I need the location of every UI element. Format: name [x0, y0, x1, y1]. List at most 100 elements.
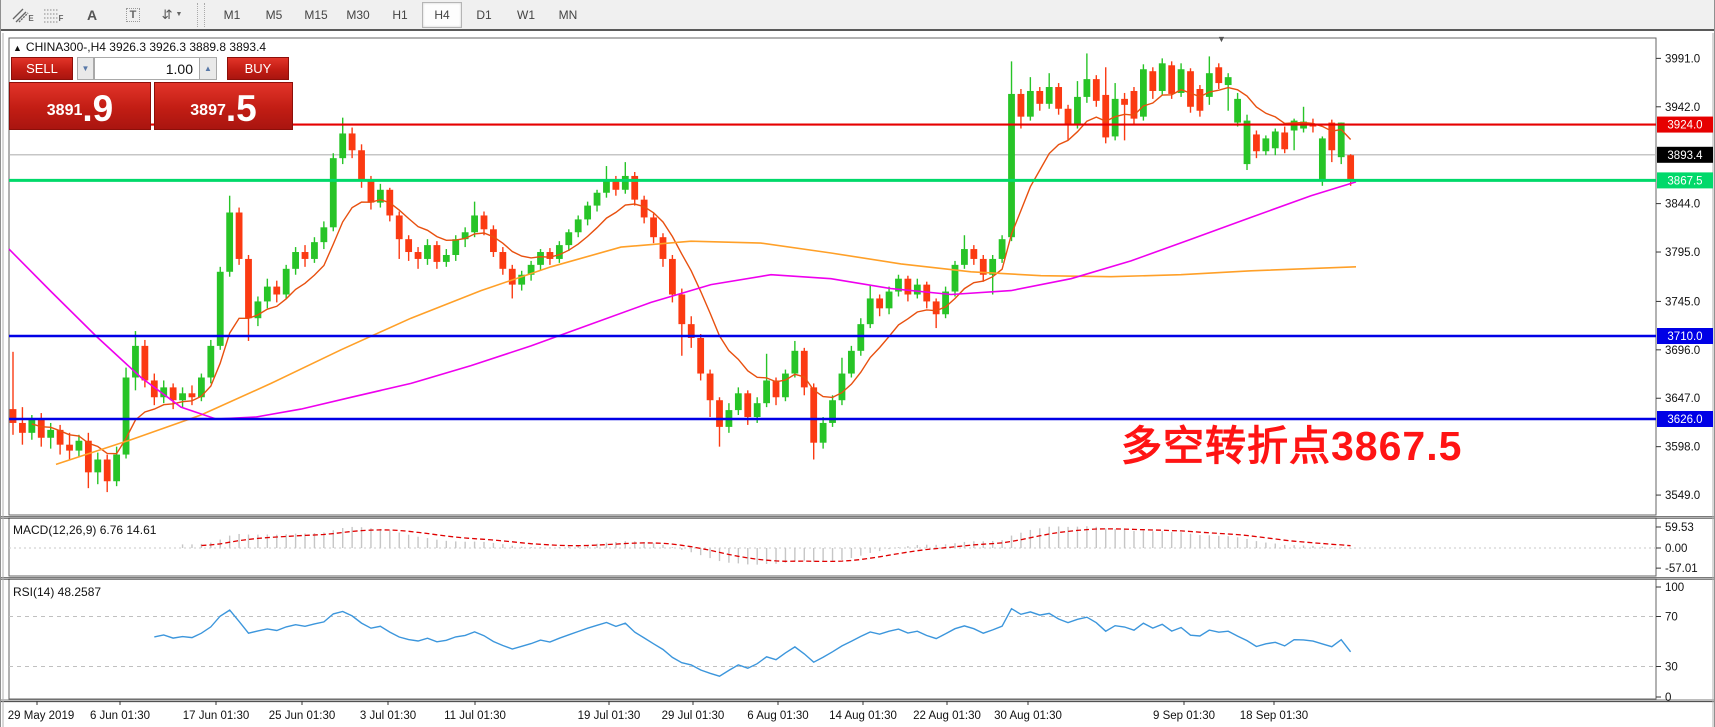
date-label: 17 Jun 01:30: [183, 710, 250, 722]
ma-fast-line: [31, 86, 1352, 455]
date-label: 29 Jul 01:30: [662, 710, 725, 722]
tab-m1[interactable]: M1: [223, 7, 241, 22]
candle-body: [395, 215, 403, 240]
candle-body: [1036, 90, 1044, 104]
candle-body: [480, 215, 488, 230]
lot-decrease-button[interactable]: ▼: [77, 57, 94, 80]
label-tool-glyph: T: [125, 7, 141, 22]
candle-body: [263, 286, 271, 302]
candle-body: [932, 301, 940, 315]
candle-body: [574, 219, 582, 233]
candle-body: [1140, 69, 1147, 117]
buy-button[interactable]: BUY: [227, 57, 289, 80]
candle-body: [254, 301, 262, 319]
candle-body: [942, 291, 949, 315]
panel-plot[interactable]: [8, 578, 1657, 700]
candle-body: [1158, 63, 1166, 91]
arrows-glyph: ⇵: [161, 6, 173, 22]
buy-price-panel[interactable]: 3897.5: [154, 82, 293, 130]
price-label-box: [1657, 116, 1713, 133]
candle-body: [160, 387, 168, 398]
date-label: 3 Jul 01:30: [360, 710, 416, 722]
candle-body: [282, 268, 290, 295]
ma-slow-line: [8, 181, 1357, 420]
tab-mn[interactable]: MN: [558, 7, 578, 22]
candle-body: [1253, 134, 1260, 152]
rsi-tick-label: 70: [1665, 612, 1678, 624]
candle-body: [669, 258, 676, 295]
candle-body: [1205, 73, 1213, 97]
candle-body: [961, 249, 968, 265]
candle-body: [490, 229, 497, 253]
date-axis[interactable]: 29 May 2019 6 Jun 01:30 17 Jun 01:30 25 Jun…: [8, 701, 1308, 722]
date-label: 11 Jul 01:30: [444, 710, 506, 722]
sell-price-pips: .9: [82, 88, 114, 129]
candle-body: [19, 422, 26, 433]
tab-m5[interactable]: M5: [265, 7, 283, 22]
candle-body: [1177, 69, 1185, 93]
price-tick-label: 3696.0: [1665, 345, 1700, 357]
equidistant-channel-icon[interactable]: E: [9, 2, 37, 28]
date-label: 14 Aug 01:30: [829, 710, 897, 722]
tab-m15[interactable]: M15: [304, 7, 328, 22]
macd-tick-label: 59.53: [1665, 522, 1694, 534]
chart-canvas[interactable]: 3991.0 3942.0 3844.0 3795.0 3745.0 3696.0 3647…: [1, 33, 1715, 727]
candle-body: [518, 274, 526, 285]
price-tick-label: 3549.0: [1665, 490, 1700, 502]
symbol-header[interactable]: ▲ CHINA300-,H4 3926.3 3926.3 3889.8 3893.…: [13, 40, 266, 54]
tab-h4[interactable]: H4: [422, 1, 462, 28]
candle-body: [537, 252, 544, 265]
candle-body: [989, 258, 997, 275]
candle-body: [339, 133, 347, 159]
candle-body: [838, 373, 846, 401]
lot-increase-button[interactable]: ▲: [200, 57, 217, 80]
candle-body: [612, 179, 620, 190]
price-label-box: [1657, 410, 1713, 427]
candle-body: [235, 212, 243, 259]
candle-body: [103, 459, 111, 482]
rsi-tick-label: 30: [1665, 662, 1678, 674]
chart-dropdown-arrow-icon[interactable]: ▼: [1217, 34, 1226, 44]
candle-body: [678, 294, 686, 325]
sell-button[interactable]: SELL: [11, 57, 73, 80]
date-label: 6 Aug 01:30: [747, 710, 808, 722]
label-tool-icon[interactable]: T: [119, 2, 147, 28]
tab-d1[interactable]: D1: [476, 7, 492, 22]
chevron-down-icon[interactable]: ▼: [175, 11, 183, 18]
candle-body: [734, 393, 742, 411]
candle-body: [1083, 79, 1091, 97]
toolbar-separator: [197, 2, 205, 27]
sell-price-panel[interactable]: 3891.9: [9, 82, 151, 130]
tab-h1[interactable]: H1: [392, 7, 408, 22]
candle-body: [169, 387, 177, 401]
candle-body: [904, 278, 912, 295]
toolbar: E F A T ⇵ ▼ M1 M5 M15 M30 H1 H4 D1 W1 MN: [1, 0, 1714, 31]
collapse-arrow-icon[interactable]: ▲: [13, 43, 22, 53]
candle-body: [433, 245, 441, 262]
candle-body: [565, 232, 573, 246]
candle-body: [829, 400, 836, 423]
panel-plot[interactable]: [8, 517, 1657, 577]
candle-body: [866, 298, 874, 325]
date-label: 9 Sep 01:30: [1153, 710, 1215, 722]
text-tool-icon[interactable]: A: [86, 6, 98, 23]
tab-w1[interactable]: W1: [517, 7, 535, 22]
price-label-text: 3626.0: [1667, 414, 1702, 426]
candle-body: [188, 393, 196, 398]
candle-body: [640, 199, 648, 218]
rsi-line: [154, 607, 1352, 677]
chart-area[interactable]: 3991.0 3942.0 3844.0 3795.0 3745.0 3696.0 3647…: [1, 33, 1715, 727]
candle-body: [1121, 98, 1128, 105]
lot-size-input[interactable]: [94, 57, 200, 80]
macd-tick-label: -57.01: [1665, 563, 1698, 575]
tab-m30[interactable]: M30: [346, 7, 370, 22]
arrows-tool-icon[interactable]: ⇵ ▼: [158, 2, 186, 28]
rsi-tick-label: 0: [1665, 692, 1671, 704]
candle-body: [28, 419, 36, 433]
fibonacci-icon[interactable]: F: [39, 2, 67, 28]
date-label: 25 Jun 01:30: [269, 710, 336, 722]
price-axis[interactable]: 3991.0 3942.0 3844.0 3795.0 3745.0 3696.0 3647…: [1656, 53, 1713, 704]
candle-body: [56, 429, 64, 445]
candle-body: [320, 227, 328, 243]
candle-body: [847, 350, 855, 374]
